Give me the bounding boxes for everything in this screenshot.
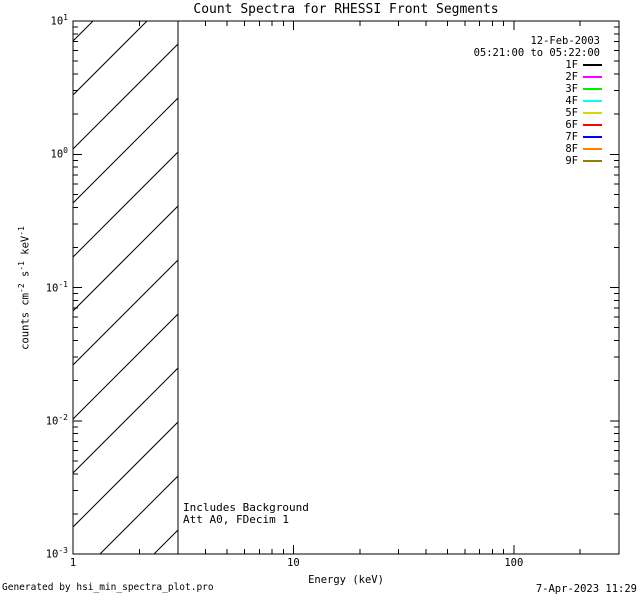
observation-time-range: 05:21:00 to 05:22:00 — [473, 47, 600, 59]
legend-label: 4F — [565, 95, 578, 107]
legend-entry: 2F — [500, 71, 602, 83]
legend-line-swatch — [583, 136, 602, 138]
render-timestamp: 7-Apr-2023 11:29 — [535, 583, 637, 595]
legend-label: 9F — [565, 155, 578, 167]
annotation-background: Includes Background — [183, 501, 309, 514]
y-tick-label: 10-3 — [45, 546, 68, 561]
annotation-attenuator: Att A0, FDecim 1 — [183, 512, 289, 526]
legend-line-swatch — [583, 160, 602, 162]
legend-line-swatch — [583, 100, 602, 102]
x-tick-label: 1 — [69, 557, 77, 569]
generated-by-note: Generated by hsi_min_spectra_plot.pro — [2, 582, 214, 593]
x-axis-title: Energy (keV) — [308, 574, 384, 586]
legend-line-swatch — [583, 148, 602, 150]
legend-label: 3F — [565, 83, 578, 95]
legend-line-swatch — [583, 88, 602, 90]
legend-label: 1F — [565, 59, 578, 71]
y-tick-label: 101 — [50, 13, 68, 28]
legend-line-swatch — [583, 64, 602, 66]
x-tick-label: 10 — [287, 557, 300, 569]
legend-entry: 9F — [500, 155, 602, 167]
legend-label: 6F — [565, 119, 578, 131]
y-tick-label: 100 — [50, 146, 68, 161]
legend-label: 8F — [565, 143, 578, 155]
legend-entry: 5F — [500, 107, 602, 119]
y-axis-title: counts cm-2 s-1 keV-1 — [16, 226, 32, 350]
legend-line-swatch — [583, 112, 602, 114]
legend-label: 5F — [565, 107, 578, 119]
observation-date: 12-Feb-2003 — [530, 35, 600, 47]
y-tick-label: 10-2 — [45, 412, 68, 428]
legend-entry: 1F — [500, 59, 602, 71]
legend-entry: 4F — [500, 95, 602, 107]
legend-line-swatch — [583, 124, 602, 126]
y-tick-label: 10-1 — [45, 279, 68, 295]
chart-title: Count Spectra for RHESSI Front Segments — [193, 2, 499, 17]
legend-label: 7F — [565, 131, 578, 143]
legend-entry: 8F — [500, 143, 602, 155]
legend-line-swatch — [583, 76, 602, 78]
plot-annotation: Includes Background Att A0, FDecim 1 — [183, 502, 309, 525]
legend-label: 2F — [565, 71, 578, 83]
legend-entry: 3F — [500, 83, 602, 95]
legend-entry: 7F — [500, 131, 602, 143]
legend-entry: 6F — [500, 119, 602, 131]
x-tick-label: 100 — [504, 557, 524, 569]
